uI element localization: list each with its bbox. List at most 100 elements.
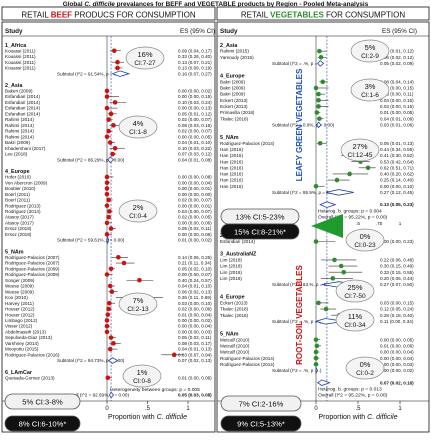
- p1-group-label: 4_Europe: [220, 295, 245, 301]
- p0-study-label: Lee (2018): [5, 152, 28, 157]
- p0-subtotal-label: Subtotal (I^2 = 94.73%, p = 0.00): [57, 358, 125, 363]
- p1-study-label: Bakri (2009): [220, 86, 245, 91]
- p0-study-es: 0.13 (0.07, 0.21): [178, 60, 212, 65]
- p0-x-tick-label: 0: [105, 406, 109, 412]
- p0-heterogeneity-text: Heterogeneity between groups: p = 0.005: [110, 387, 200, 393]
- p1-study-label: Lim (2018): [220, 264, 242, 269]
- p0-study-es: 0.00 (0.00, 0.07): [178, 272, 212, 277]
- p0-study-es: 0.00 (0.00, 0.04): [178, 180, 212, 185]
- p0-study-es: 0.13 (0.09, 0.19): [178, 66, 212, 71]
- p1-study-point: [365, 165, 371, 171]
- p0-study-label: Khademhani (2017): [5, 146, 46, 151]
- p1-subtotal-label: Subtotal (I^2 = .%, p = .): [272, 368, 322, 373]
- p0-overall-label: Overall (I^2 = 92.69%, p = 0.00): [64, 393, 129, 398]
- p0-study-point: [104, 88, 110, 94]
- p0-study-label: Esfandiari (2014): [5, 111, 40, 116]
- p1-study-label: Metcalf (2010): [220, 343, 250, 348]
- p1-subtotal-diamond: [325, 189, 354, 196]
- p0-study-point: [104, 203, 110, 208]
- p1-mid-tick-label: .5: [356, 221, 360, 226]
- p0-study-es: 0.02 (0.00, 0.06): [178, 307, 212, 312]
- p1-study-es: 0.00 (0.00, 0.10): [380, 184, 414, 189]
- p1-study-point: [313, 337, 319, 343]
- p0-study-es: 0.00 (0.00, 0.00): [178, 192, 212, 197]
- p0-study-point: [109, 289, 115, 295]
- p1-study-es: 0.28 (0.18, 0.40): [380, 313, 414, 318]
- p0-study-point: [107, 283, 113, 289]
- p0-callout-oval: [125, 46, 165, 70]
- p1-callout-pill-text: 13% CI:5-23%: [236, 213, 285, 222]
- p0-study-es: 0.01 (0.00, 0.06): [178, 375, 212, 380]
- p0-study-es: 0.00 (0.00, 0.08): [178, 175, 212, 180]
- p1-callout-oval: [350, 78, 390, 102]
- p0-study-label: Rahimi (2014): [5, 117, 34, 122]
- p0-subtotal-es: 0.07 (0.02, 0.13): [178, 358, 212, 363]
- p1-study-point: [320, 79, 326, 85]
- p0-subtotal-diamond: [107, 156, 115, 164]
- p0-study-es: 0.00 (0.00, 0.03): [178, 329, 212, 334]
- p1-callout-ci: CI:2-9: [361, 53, 379, 60]
- p0-subtotal-label: Subtotal (I^2 = 86.29%, p = 0.00): [57, 157, 125, 162]
- p0-study-es: 0.08 (0.03, 0.17): [178, 341, 212, 346]
- p0-study-es: 0.10 (0.03, 0.22): [178, 146, 212, 151]
- p0-study-point: [104, 174, 110, 180]
- p0-study-label: Kouassi (2011): [5, 48, 36, 53]
- p1-study-es: 0.53 (0.42, 0.64): [380, 159, 414, 164]
- p0-study-es: 0.06 (0.02, 0.13): [178, 289, 212, 294]
- p0-study-es: 0.03 (0.00, 0.07): [178, 209, 212, 214]
- p0-group-label: 6_LAmCar: [5, 370, 33, 376]
- p1-study-label: Han (2016): [220, 184, 243, 189]
- p0-study-point: [104, 232, 110, 237]
- p1-study-point: [338, 263, 344, 269]
- p1-panel-header: RETAIL VEGETABLES FOR CONSUMPTION: [241, 11, 406, 20]
- p1-study-es: 0.03 (0.00, 0.15): [380, 98, 414, 103]
- p1-study-label: Metcalf (2010): [220, 337, 250, 342]
- p1-study-es: 0.00 (0.00, 0.23): [380, 239, 414, 244]
- p0-study-es: 0.14 (0.06, 0.26): [178, 255, 212, 260]
- p1-study-label: Lim (2018): [220, 276, 242, 281]
- p1-study-label: Primavilla (2018): [220, 110, 255, 115]
- p0-study-point: [104, 94, 110, 99]
- p0-study-label: Bakeri (2009): [5, 89, 33, 94]
- p0-study-label: Limbago (2012): [5, 318, 38, 323]
- p1-subtotal-es: 0.03 (0.01, 0.06): [380, 122, 414, 127]
- p1-panel-frame: [216, 21, 430, 433]
- p1-callout-ci: CI:12-45: [348, 152, 373, 159]
- p0-study-label: Rodriguez (2013): [5, 203, 41, 208]
- p1-study-es: 0.41 (0.30, 0.52): [380, 153, 414, 158]
- p0-study-label: Abdelmassih (2013): [5, 329, 46, 334]
- p0-study-point: [104, 329, 110, 335]
- p0-overall-es: 0.05 (0.03, 0.08): [178, 393, 212, 398]
- p0-study-label: Bouttier (2010): [5, 186, 36, 191]
- p0-callout-pill-text: 5% CI:3-8%: [22, 398, 63, 407]
- p0-callout-ci: CI:0-8: [133, 378, 151, 385]
- p1-callout-oval: [340, 138, 380, 162]
- p1-callout-value: 3%: [365, 82, 376, 91]
- p0-study-label: Varshney (2014): [5, 341, 39, 346]
- p0-study-label: Mooyottu (2015): [5, 347, 39, 352]
- p1-study-point: [313, 355, 319, 361]
- p0-study-es: 0.05 (0.02, 0.11): [178, 335, 212, 340]
- p1-study-es: 0.03 (0.00, 0.15): [380, 104, 414, 109]
- p0-group-label: 5_NAm: [5, 249, 24, 255]
- p0-study-label: Kouassi (2011): [5, 66, 36, 71]
- p1-study-label: Han (2016): [220, 159, 243, 164]
- p0-callout-ci: CI:1-8: [129, 129, 147, 136]
- p0-study-label: Atasoy (2017): [5, 215, 34, 220]
- p0-subtotal-es: 0.16 (0.07, 0.27): [178, 71, 212, 76]
- p1-study-es: 0.12 (0.05, 0.24): [380, 307, 414, 312]
- p0-study-point: [107, 300, 112, 306]
- p1-study-es: 0.00 (0.00, 0.15): [380, 86, 414, 91]
- p0-study-es: 0.02 (0.00, 0.05): [178, 215, 212, 220]
- p1-study-es: 0.05 (0.01, 0.13): [380, 141, 414, 146]
- p0-subtotal-diamond: [107, 357, 119, 364]
- p0-callout-oval: [118, 199, 158, 223]
- p0-study-label: Weese (2009): [5, 284, 34, 289]
- p1-study-point: [314, 110, 320, 115]
- p1-study-point: [317, 116, 322, 121]
- p1-study-point: [313, 361, 319, 367]
- p1-study-label: Eckert (2013): [220, 98, 248, 103]
- p1-study-point: [318, 54, 324, 60]
- p0-study-label: Sepulveda-Diaz (2013): [5, 335, 52, 340]
- p0-study-point: [104, 186, 110, 191]
